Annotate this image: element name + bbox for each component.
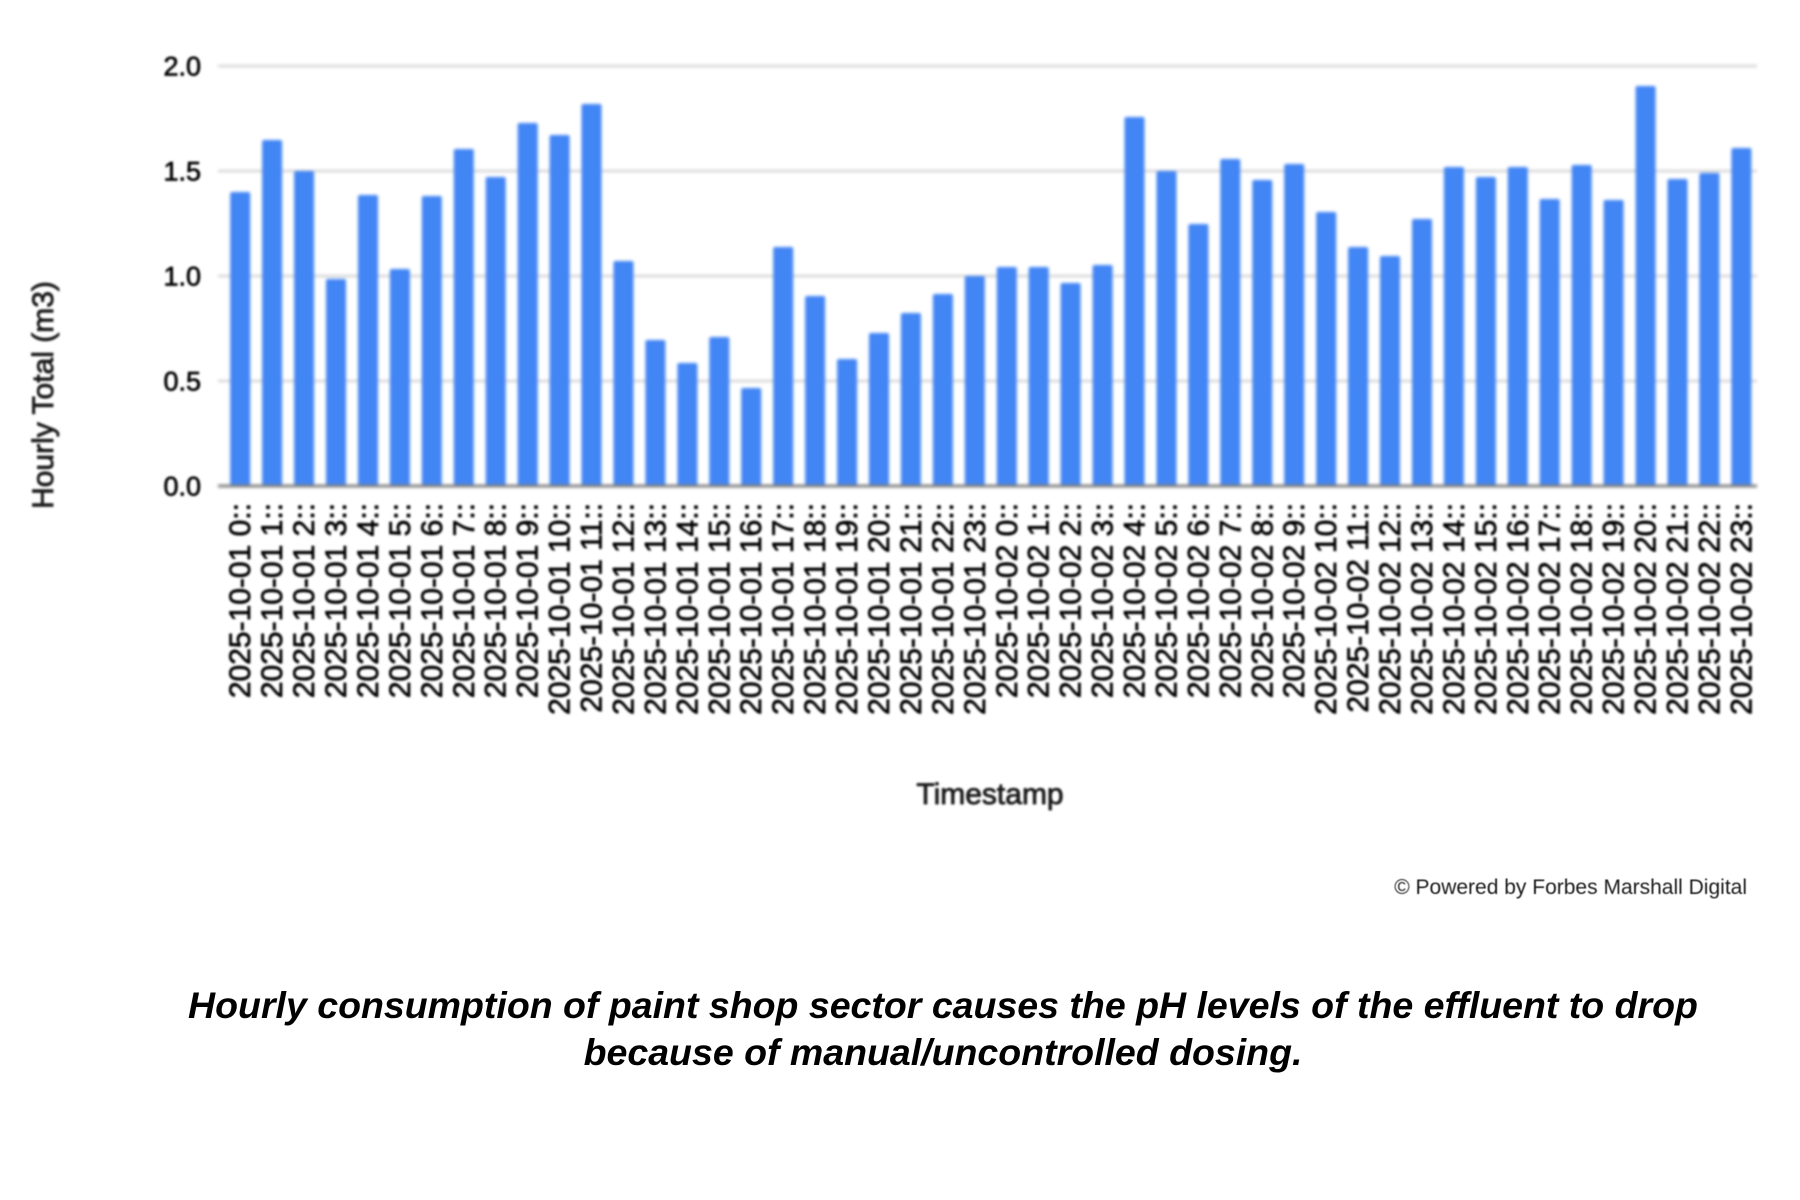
svg-text:2025-10-02 0::: 2025-10-02 0:: (991, 503, 1024, 698)
svg-text:2025-10-02 4::: 2025-10-02 4:: (1119, 503, 1152, 698)
svg-text:2025-10-01 23::: 2025-10-01 23:: (959, 503, 992, 715)
svg-text:2025-10-01 7::: 2025-10-01 7:: (448, 503, 481, 698)
svg-text:2025-10-02 18::: 2025-10-02 18:: (1566, 503, 1599, 715)
svg-text:2025-10-02 20::: 2025-10-02 20:: (1630, 503, 1663, 715)
svg-text:2025-10-01 18::: 2025-10-01 18:: (799, 503, 832, 715)
svg-text:2025-10-01 17::: 2025-10-01 17:: (767, 503, 800, 715)
svg-text:1.5: 1.5 (163, 157, 201, 187)
svg-text:2025-10-01 10::: 2025-10-01 10:: (544, 503, 577, 715)
svg-text:2025-10-01 5::: 2025-10-01 5:: (384, 503, 417, 698)
svg-text:1.0: 1.0 (163, 262, 201, 292)
svg-text:2025-10-01 2::: 2025-10-01 2:: (288, 503, 321, 698)
svg-text:2025-10-02 12::: 2025-10-02 12:: (1374, 503, 1407, 715)
svg-text:2025-10-01 3::: 2025-10-01 3:: (320, 503, 353, 698)
svg-text:2025-10-02 2::: 2025-10-02 2:: (1055, 503, 1088, 698)
svg-text:2025-10-01 1::: 2025-10-01 1:: (256, 503, 289, 698)
svg-text:Hourly Total (m3): Hourly Total (m3) (27, 281, 60, 509)
svg-text:2025-10-01 22::: 2025-10-01 22:: (927, 503, 960, 715)
svg-text:2025-10-02 21::: 2025-10-02 21:: (1662, 503, 1695, 715)
svg-text:2025-10-02 5::: 2025-10-02 5:: (1151, 503, 1184, 698)
svg-text:2025-10-01 19::: 2025-10-01 19:: (831, 503, 864, 715)
svg-text:2025-10-02 7::: 2025-10-02 7:: (1214, 503, 1247, 698)
svg-text:2025-10-02 19::: 2025-10-02 19:: (1598, 503, 1631, 715)
svg-text:2025-10-01 16::: 2025-10-01 16:: (735, 503, 768, 715)
svg-text:2025-10-02 13::: 2025-10-02 13:: (1406, 503, 1439, 715)
svg-text:2025-10-02 1::: 2025-10-02 1:: (1023, 503, 1056, 698)
svg-text:2025-10-01 0::: 2025-10-01 0:: (224, 503, 257, 698)
svg-text:Timestamp: Timestamp (916, 778, 1063, 811)
svg-text:2025-10-02 10::: 2025-10-02 10:: (1310, 503, 1343, 715)
svg-text:2025-10-02 17::: 2025-10-02 17:: (1534, 503, 1567, 715)
svg-text:2025-10-02 15::: 2025-10-02 15:: (1470, 503, 1503, 715)
svg-text:2025-10-02 8::: 2025-10-02 8:: (1246, 503, 1279, 698)
svg-text:2025-10-01 11::: 2025-10-01 11:: (576, 503, 609, 713)
svg-text:2025-10-01 4::: 2025-10-01 4:: (352, 503, 385, 698)
svg-text:2025-10-01 15::: 2025-10-01 15:: (703, 503, 736, 715)
svg-text:2025-10-01 12::: 2025-10-01 12:: (608, 503, 641, 715)
svg-text:2025-10-02 23::: 2025-10-02 23:: (1725, 503, 1758, 715)
svg-text:2025-10-02 14::: 2025-10-02 14:: (1438, 503, 1471, 715)
svg-text:2025-10-01 14::: 2025-10-01 14:: (671, 503, 704, 715)
svg-text:2025-10-02 9::: 2025-10-02 9:: (1278, 503, 1311, 698)
svg-text:2025-10-02 22::: 2025-10-02 22:: (1693, 503, 1726, 715)
svg-text:0.5: 0.5 (163, 367, 201, 397)
svg-text:2025-10-01 9::: 2025-10-01 9:: (512, 503, 545, 698)
svg-text:2025-10-02 16::: 2025-10-02 16:: (1502, 503, 1535, 715)
svg-text:2025-10-01 6::: 2025-10-01 6:: (416, 503, 449, 698)
svg-text:2025-10-01 8::: 2025-10-01 8:: (480, 503, 513, 698)
svg-text:2.0: 2.0 (163, 52, 201, 82)
svg-text:2025-10-02 3::: 2025-10-02 3:: (1087, 503, 1120, 698)
svg-text:2025-10-01 13::: 2025-10-01 13:: (639, 503, 672, 715)
svg-text:2025-10-02 11::: 2025-10-02 11:: (1342, 503, 1375, 713)
svg-text:2025-10-02 6::: 2025-10-02 6:: (1182, 503, 1215, 698)
svg-text:2025-10-01 20::: 2025-10-01 20:: (863, 503, 896, 715)
svg-text:0.0: 0.0 (163, 472, 201, 502)
svg-text:2025-10-01 21::: 2025-10-01 21:: (895, 503, 928, 715)
